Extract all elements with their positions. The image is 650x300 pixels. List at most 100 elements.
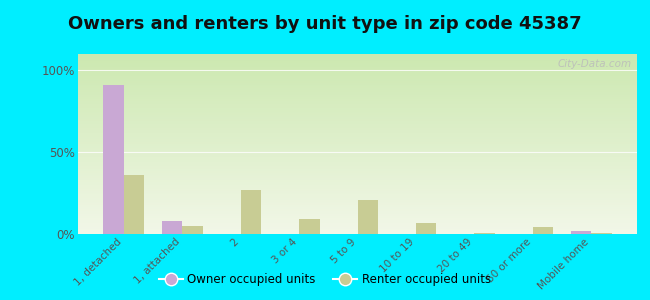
Bar [78, 180, 637, 182]
Bar [78, 173, 637, 175]
Bar [78, 182, 637, 184]
Bar [571, 231, 591, 234]
Bar [78, 221, 637, 223]
Bar [78, 106, 637, 108]
Legend: Owner occupied units, Renter occupied units: Owner occupied units, Renter occupied un… [154, 269, 496, 291]
Bar [299, 219, 320, 234]
Bar [78, 198, 637, 200]
Bar [240, 190, 261, 234]
Bar [78, 72, 637, 74]
Bar [78, 103, 637, 104]
Bar [78, 68, 637, 70]
Bar [78, 110, 637, 112]
Bar [78, 144, 637, 146]
Bar [78, 108, 637, 110]
Bar [78, 61, 637, 63]
Bar [78, 178, 637, 180]
Bar [78, 115, 637, 117]
Bar [162, 221, 182, 234]
Bar [78, 59, 637, 61]
Bar [78, 76, 637, 77]
Bar [78, 196, 637, 198]
Bar [416, 223, 436, 234]
Bar [78, 227, 637, 229]
Bar [78, 83, 637, 85]
Bar [78, 212, 637, 214]
Bar [78, 176, 637, 178]
Bar [78, 203, 637, 205]
Bar [78, 164, 637, 166]
Bar [78, 142, 637, 144]
Bar [78, 85, 637, 86]
Bar [124, 175, 144, 234]
Bar [78, 225, 637, 227]
Bar [78, 117, 637, 119]
Text: Owners and renters by unit type in zip code 45387: Owners and renters by unit type in zip c… [68, 15, 582, 33]
Bar [78, 112, 637, 113]
Bar [78, 202, 637, 203]
Bar [78, 88, 637, 90]
Bar [78, 135, 637, 137]
Bar [78, 121, 637, 122]
Bar [78, 140, 637, 142]
Bar [182, 226, 203, 234]
Bar [78, 209, 637, 211]
Bar [78, 149, 637, 151]
Bar [474, 233, 495, 234]
Bar [78, 104, 637, 106]
Bar [78, 189, 637, 191]
Bar [78, 56, 637, 58]
Bar [78, 232, 637, 234]
Bar [78, 187, 637, 189]
Bar [78, 230, 637, 232]
Bar [78, 130, 637, 131]
Bar [78, 167, 637, 169]
Bar [78, 95, 637, 97]
Bar [78, 200, 637, 202]
Bar [78, 148, 637, 149]
Bar [78, 97, 637, 99]
Bar [78, 113, 637, 115]
Bar [78, 169, 637, 171]
Bar [78, 146, 637, 148]
Bar [78, 220, 637, 221]
Bar [78, 133, 637, 135]
Bar [78, 67, 637, 68]
Bar [78, 126, 637, 128]
Bar [78, 65, 637, 67]
Bar [78, 207, 637, 209]
Bar [78, 119, 637, 121]
Bar [78, 58, 637, 59]
Bar [78, 54, 637, 56]
Bar [78, 101, 637, 103]
Bar [78, 218, 637, 220]
Bar [78, 131, 637, 133]
Bar [78, 214, 637, 216]
Bar [78, 153, 637, 155]
Bar [78, 128, 637, 130]
Bar [533, 227, 553, 234]
Bar [78, 77, 637, 79]
Bar [78, 94, 637, 95]
Bar [78, 211, 637, 212]
Bar [358, 200, 378, 234]
Bar [78, 223, 637, 225]
Bar [78, 79, 637, 81]
Bar [78, 194, 637, 196]
Bar [78, 158, 637, 160]
Bar [78, 193, 637, 194]
Bar [78, 92, 637, 94]
Bar [78, 229, 637, 230]
Bar [78, 155, 637, 157]
Bar [78, 191, 637, 193]
Bar [78, 90, 637, 92]
Bar [78, 205, 637, 207]
Bar [78, 184, 637, 185]
Bar [78, 70, 637, 72]
Bar [78, 63, 637, 65]
Bar [78, 124, 637, 126]
Bar [78, 151, 637, 153]
Bar [78, 122, 637, 124]
Bar [103, 85, 124, 234]
Bar [78, 86, 637, 88]
